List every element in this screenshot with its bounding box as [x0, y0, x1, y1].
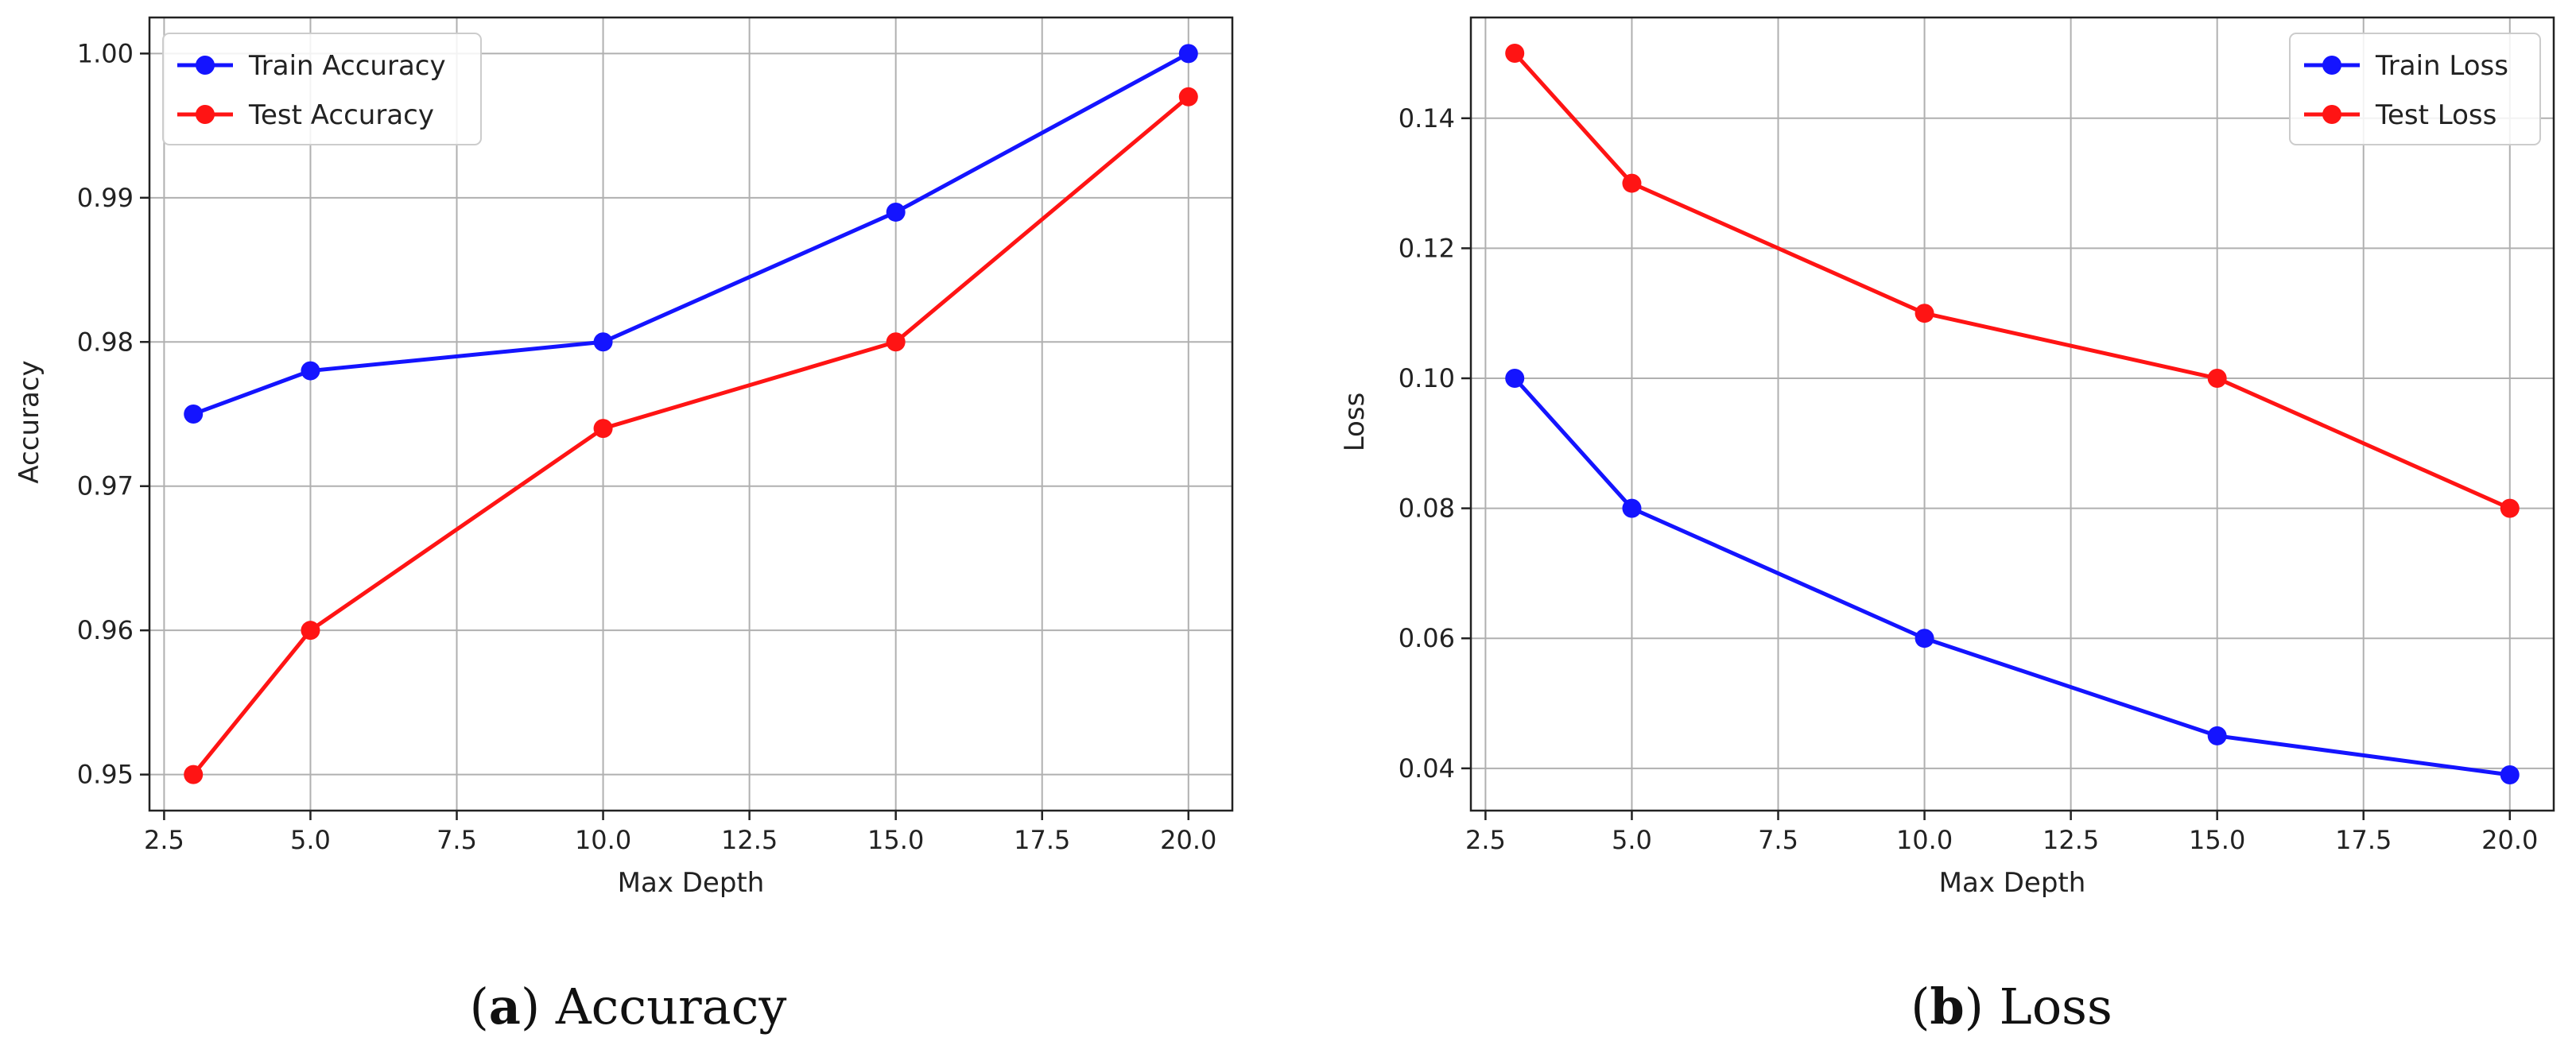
caption-paren-close: ) — [521, 978, 556, 1036]
data-point — [2500, 765, 2520, 785]
data-point — [1915, 304, 1934, 323]
data-point — [1622, 173, 1642, 193]
x-tick-label: 17.5 — [2335, 825, 2392, 855]
x-tick-label: 2.5 — [144, 825, 184, 855]
y-tick-label: 0.96 — [77, 615, 134, 645]
legend: Train Loss Test Loss — [2289, 33, 2541, 145]
y-tick-label: 0.04 — [1399, 753, 1455, 784]
legend-entry-label: Test Accuracy — [248, 99, 434, 131]
y-tick-label: 0.14 — [1399, 103, 1455, 134]
caption-text: Loss — [2000, 978, 2112, 1036]
plot-area-frame — [148, 16, 1234, 812]
legend-entry-label: Test Loss — [2375, 99, 2496, 131]
data-point — [2207, 369, 2227, 389]
x-axis-label: Max Depth — [618, 867, 765, 899]
legend-box — [162, 33, 482, 145]
caption-letter: b — [1930, 978, 1964, 1036]
x-tick-label: 20.0 — [2481, 825, 2538, 855]
caption-letter: a — [489, 978, 521, 1036]
plot-area-frame — [1469, 16, 2555, 812]
legend-swatch-marker — [196, 56, 215, 75]
legend-swatch-marker — [2322, 56, 2341, 75]
x-tick-label: 20.0 — [1160, 825, 1216, 855]
data-point — [1622, 498, 1642, 518]
x-tick-label: 5.0 — [1612, 825, 1652, 855]
data-point — [593, 419, 613, 439]
y-axis-label: Accuracy — [14, 360, 45, 483]
data-point — [184, 765, 204, 784]
legend-swatch-marker — [2322, 105, 2341, 124]
x-tick-label: 10.0 — [575, 825, 631, 855]
data-point — [1178, 87, 1198, 106]
y-tick-label: 0.08 — [1399, 494, 1455, 524]
data-point — [1915, 629, 1934, 648]
data-point — [886, 202, 906, 222]
x-tick-label: 7.5 — [436, 825, 477, 855]
x-tick-label: 2.5 — [1465, 825, 1506, 855]
x-tick-label: 7.5 — [1758, 825, 1798, 855]
data-point — [301, 621, 320, 641]
legend-swatch-marker — [196, 105, 215, 124]
caption-text: Accuracy — [555, 978, 787, 1036]
data-point — [1178, 44, 1198, 64]
data-point — [184, 405, 204, 424]
panel-caption: (a) Accuracy — [470, 978, 787, 1036]
caption-paren-close: ) — [1965, 978, 2000, 1036]
y-tick-label: 0.99 — [77, 183, 134, 213]
panel-caption: (b) Loss — [1911, 978, 2112, 1036]
data-point — [1505, 369, 1525, 389]
x-tick-label: 15.0 — [867, 825, 924, 855]
y-tick-label: 0.98 — [77, 327, 134, 357]
data-point — [2207, 726, 2227, 745]
x-axis-label: Max Depth — [1939, 867, 2086, 899]
x-tick-label: 10.0 — [1896, 825, 1953, 855]
legend-entry-label: Train Loss — [2375, 50, 2508, 82]
y-tick-label: 0.95 — [77, 760, 134, 790]
caption-paren-open: ( — [1911, 978, 1930, 1036]
data-point — [886, 332, 906, 352]
chart-panel-a: 2.5 5.0 7.5 10.0 12.5 15.0 17.5 20.0 0.95 0.96 0.9… — [14, 16, 1234, 1036]
x-tick-label: 15.0 — [2189, 825, 2245, 855]
y-axis-label: Loss — [1339, 393, 1371, 452]
data-point — [1505, 43, 1525, 63]
legend: Train Accuracy Test Accuracy — [162, 33, 482, 145]
data-point — [2500, 498, 2520, 518]
legend-entry-label: Train Accuracy — [248, 50, 446, 82]
x-tick-label: 12.5 — [721, 825, 778, 855]
data-point — [301, 361, 320, 381]
y-tick-label: 0.10 — [1399, 363, 1455, 393]
x-tick-label: 17.5 — [1014, 825, 1070, 855]
chart-panel-b: 2.5 5.0 7.5 10.0 12.5 15.0 17.5 20.0 0.04 0.06 0.0… — [1339, 16, 2555, 1036]
y-tick-label: 0.06 — [1399, 623, 1455, 653]
series-line-0 — [1513, 377, 2511, 777]
y-tick-label: 0.12 — [1399, 233, 1455, 263]
data-point — [593, 332, 613, 352]
y-tick-label: 0.97 — [77, 471, 134, 501]
legend-box — [2289, 33, 2541, 145]
y-tick-label: 1.00 — [77, 38, 134, 68]
x-tick-label: 5.0 — [290, 825, 331, 855]
caption-paren-open: ( — [470, 978, 489, 1036]
x-tick-label: 12.5 — [2043, 825, 2099, 855]
